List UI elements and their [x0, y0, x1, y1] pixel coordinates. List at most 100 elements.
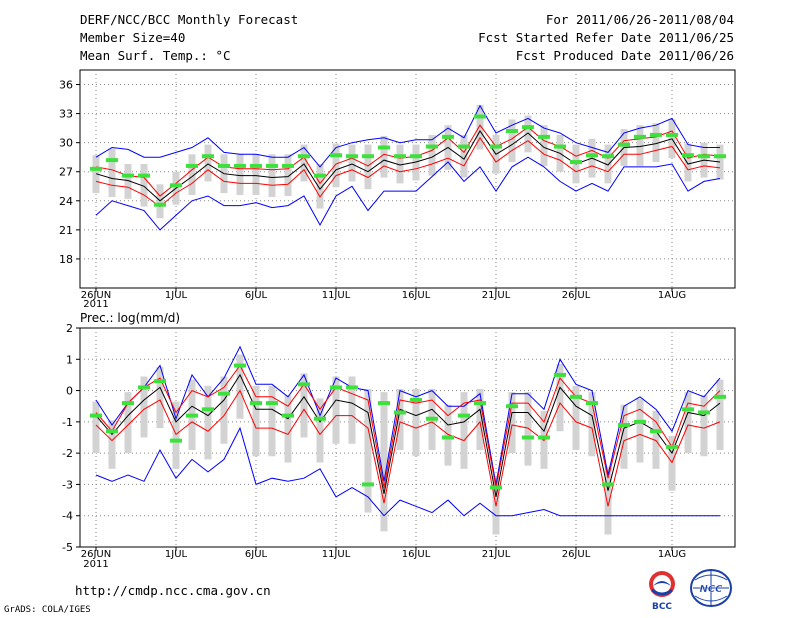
y-tick-label: -2	[62, 447, 73, 460]
median-marker	[522, 435, 534, 440]
series-line-upper	[95, 364, 721, 488]
median-marker	[554, 372, 566, 377]
spread-bar	[588, 392, 596, 457]
median-marker	[186, 413, 198, 418]
spread-bar	[268, 385, 276, 457]
series-line-max	[95, 426, 720, 517]
median-marker	[538, 435, 550, 440]
spread-bar	[396, 389, 404, 451]
logos: BCC NCC	[649, 569, 732, 612]
series-line-max	[95, 156, 721, 231]
median-marker	[234, 363, 246, 368]
median-marker	[442, 134, 454, 139]
y-tick-label: -4	[62, 510, 73, 523]
median-marker	[394, 410, 406, 415]
spread-bar	[140, 163, 148, 207]
grads-credit: GrADS: COLA/IGES	[4, 605, 91, 615]
source-url[interactable]: http://cmdp.ncc.cma.gov.cn	[75, 583, 271, 598]
median-marker	[602, 482, 614, 487]
bcc-logo: BCC	[649, 571, 675, 612]
median-marker	[298, 154, 310, 159]
chart-title: DERF/NCC/BCC Monthly Forecast	[80, 12, 299, 27]
spread-bar	[124, 392, 132, 454]
spread-bar	[300, 144, 308, 182]
series-line-min	[95, 345, 721, 485]
x-tick-label: 1AUG	[658, 290, 686, 301]
spread-bar	[604, 467, 612, 535]
x-tick-label: 21JUL	[482, 290, 511, 301]
variable-label: Mean Surf. Temp.: °C	[80, 48, 231, 63]
x-tick-label: 11JUL	[322, 290, 351, 301]
series-line-upper	[95, 124, 721, 197]
spread-bar	[396, 144, 404, 184]
x-tick-label: 26JUN	[81, 549, 111, 560]
spread-bar	[140, 376, 148, 438]
median-marker	[586, 401, 598, 406]
x-tick-label: 26JUL	[562, 549, 591, 560]
median-marker	[410, 397, 422, 402]
y-tick-label: 24	[59, 195, 73, 208]
spread-bar	[556, 363, 564, 432]
spread-bar	[380, 392, 388, 532]
spread-bar	[348, 144, 356, 182]
spread-bar	[380, 135, 388, 178]
spread-bar	[716, 144, 724, 180]
median-marker	[90, 166, 102, 171]
median-marker	[314, 416, 326, 421]
median-marker	[282, 163, 294, 168]
median-marker	[458, 144, 470, 149]
spread-bar	[620, 404, 628, 469]
spread-bar	[300, 373, 308, 438]
y-tick-label: 27	[59, 166, 73, 179]
median-marker	[282, 413, 294, 418]
median-marker	[394, 154, 406, 159]
x-tick-label: 16JUL	[402, 549, 431, 560]
median-marker	[170, 183, 182, 188]
spread-bar	[476, 389, 484, 451]
spread-bar	[252, 154, 260, 195]
y-tick-label: 30	[59, 137, 73, 150]
x-tick-label: 26JUL	[562, 290, 591, 301]
x-tick-label: 6JUL	[245, 290, 268, 301]
median-marker	[522, 125, 534, 130]
median-marker	[666, 444, 678, 449]
spread-bar	[236, 154, 244, 195]
median-marker	[314, 173, 326, 178]
spread-bar	[316, 163, 324, 209]
spread-bar	[412, 144, 420, 181]
median-marker	[250, 163, 262, 168]
spread-bar	[460, 392, 468, 469]
y-tick-label: 0	[66, 385, 73, 398]
y-tick-label: -1	[62, 416, 73, 429]
median-marker	[554, 144, 566, 149]
spread-bar	[572, 385, 580, 451]
median-marker	[682, 153, 694, 158]
median-marker	[106, 158, 118, 163]
median-marker	[570, 160, 582, 165]
median-marker	[506, 404, 518, 409]
median-marker	[202, 154, 214, 159]
spread-bar	[204, 385, 212, 460]
series-line-ensemble_mean	[95, 130, 721, 202]
median-marker	[714, 154, 726, 159]
median-marker	[346, 385, 358, 390]
median-marker	[410, 154, 422, 159]
spread-bar	[460, 134, 468, 178]
median-marker	[90, 413, 102, 418]
median-marker	[378, 401, 390, 406]
spread-bar	[236, 354, 244, 419]
spread-bar	[108, 420, 116, 469]
median-marker	[538, 134, 550, 139]
median-marker	[666, 132, 678, 137]
bcc-logo-text: BCC	[652, 602, 672, 612]
median-marker	[362, 154, 374, 159]
spread-bar	[508, 119, 516, 163]
median-marker	[490, 485, 502, 490]
spread-bar	[636, 398, 644, 463]
median-marker	[266, 401, 278, 406]
series-line-ensemble_mean	[95, 373, 721, 497]
median-marker	[618, 422, 630, 427]
spread-bar	[108, 148, 116, 197]
median-marker	[634, 419, 646, 424]
